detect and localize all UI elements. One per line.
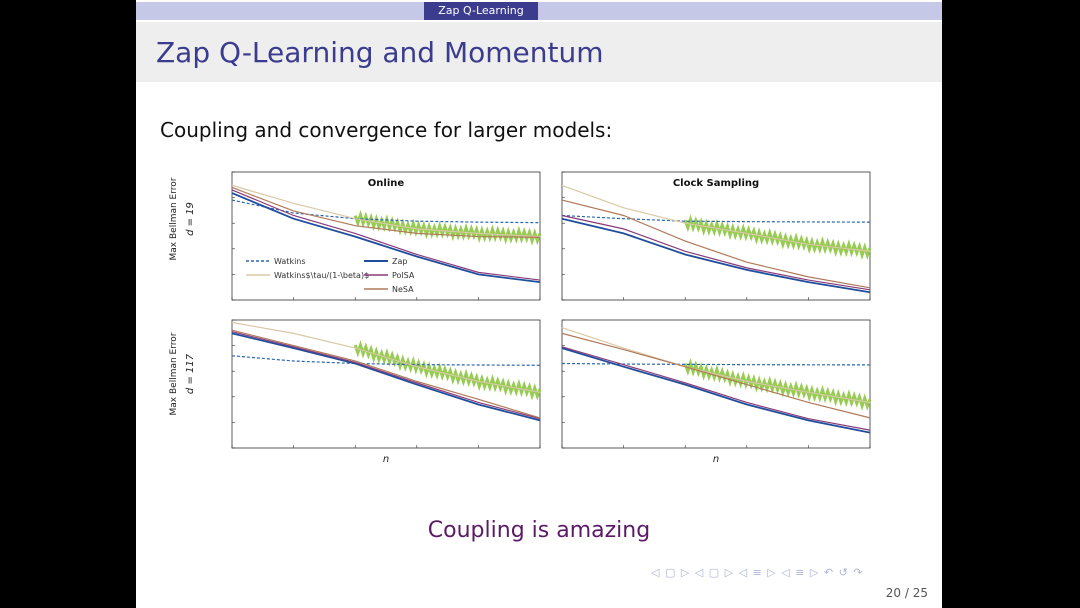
row-label-bottom: d = 117 [185, 353, 196, 394]
plot-area [231, 319, 542, 449]
legend-label-nesa: NeSA [392, 285, 414, 294]
panel-title: Clock Sampling [673, 178, 759, 189]
series-nesa [561, 332, 871, 419]
header-bar: Zap Q-Learning [136, 2, 942, 20]
series-watkinstaubeta [561, 184, 871, 252]
series-polsa [231, 331, 541, 420]
slide-tagline: Coupling is amazing [427, 518, 651, 543]
series-polsa [231, 189, 541, 281]
xlabel-right: n [713, 454, 719, 464]
plot-area [561, 319, 872, 449]
beamer-nav-controls[interactable]: ◁ ▢ ▷ ◁ ▢ ▷ ◁ ≡ ▷ ◁ ≡ ▷ ↶ ↺ ↷ [651, 566, 864, 579]
ylabel-top: Max Bellman Error [169, 177, 179, 260]
page-number: 20 / 25 [885, 586, 928, 600]
series-zap [231, 192, 541, 283]
noise-band [683, 214, 872, 261]
panel-clock-d19: Clock Sampling [561, 171, 872, 301]
series-zap [231, 332, 541, 422]
panel-online-d117 [231, 319, 542, 449]
series-nesa [561, 199, 871, 289]
series-nesa [231, 329, 541, 419]
row-label-top: d = 19 [185, 202, 196, 236]
slide: Zap Q-Learning Zap Q-Learning and Moment… [136, 0, 942, 608]
panel-frame [561, 319, 871, 449]
series-nesa [231, 186, 541, 238]
series-watkinstaubeta [231, 184, 541, 238]
series-polsa [561, 346, 871, 431]
noise-band [353, 339, 542, 401]
panel-title: Online [368, 178, 405, 189]
series-zap [561, 217, 871, 294]
panel-clock-d117 [561, 319, 872, 449]
legend-label-zap: Zap [392, 257, 407, 266]
plot-area [561, 171, 872, 301]
figure: Max Bellman Error d = 19 Max Bellman Err… [169, 171, 872, 464]
title-bar: Zap Q-Learning and Momentum [136, 22, 942, 82]
xlabel-left: n [383, 454, 389, 464]
slide-subtitle: Coupling and convergence for larger mode… [160, 118, 613, 142]
series-zap [561, 347, 871, 434]
noise-band [353, 209, 542, 246]
panel-frame [561, 171, 871, 301]
series-watkins [231, 355, 541, 366]
legend-label-polsa: PolSA [392, 271, 415, 280]
series-polsa [561, 214, 871, 291]
ylabel-bottom: Max Bellman Error [169, 332, 179, 415]
legend-label-watkins: Watkins [274, 257, 306, 266]
section-tab[interactable]: Zap Q-Learning [424, 2, 538, 20]
legend-label-watkins-scaled: Watkins$\tau/(1-\beta)$ [274, 271, 369, 280]
panel-online-d19: Online [231, 171, 542, 301]
slide-title: Zap Q-Learning and Momentum [156, 36, 604, 69]
series-watkinstaubeta [231, 321, 541, 393]
series-watkins [561, 214, 871, 223]
legend: Watkins Watkins$\tau/(1-\beta)$ Zap PolS… [246, 257, 415, 294]
noise-band [683, 358, 872, 411]
series-watkinstaubeta [561, 327, 871, 404]
plot-area [231, 171, 542, 301]
